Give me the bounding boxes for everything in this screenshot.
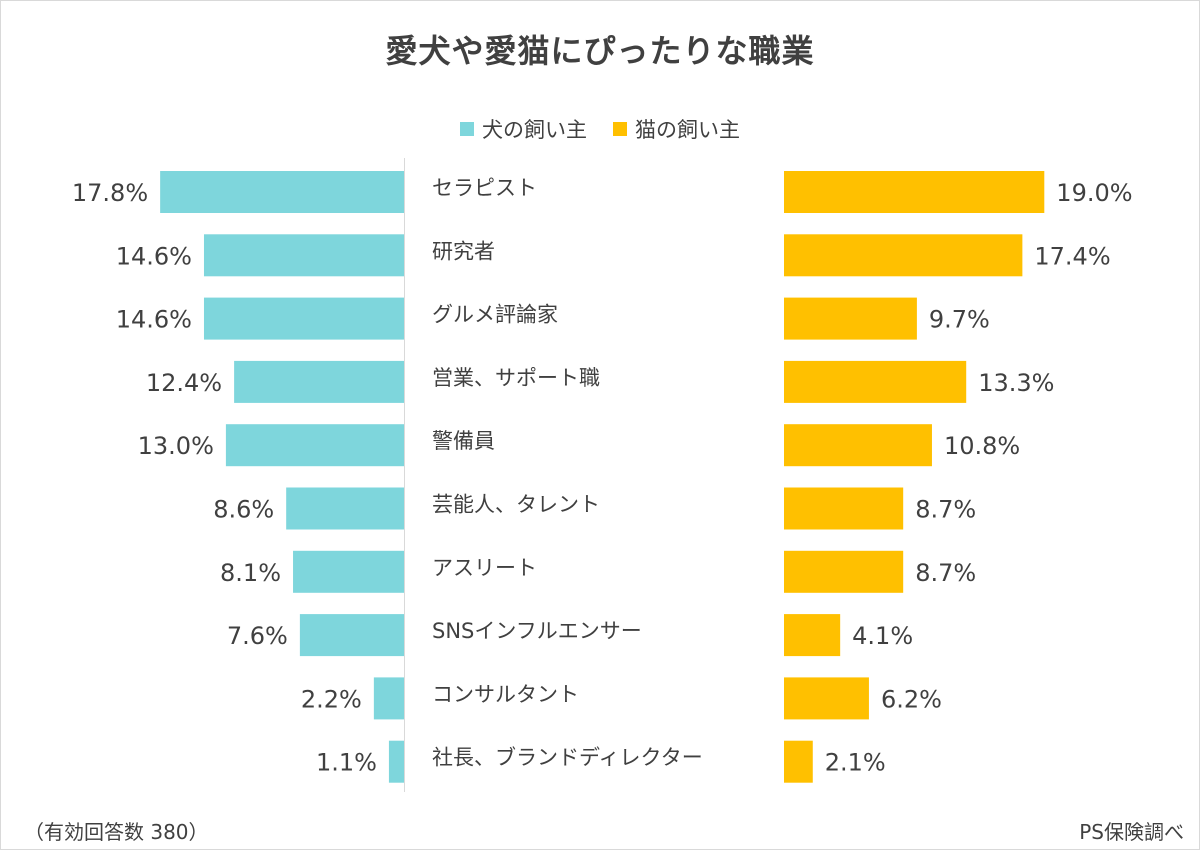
data-label-cat: 8.7% xyxy=(915,559,976,587)
category-label: 営業、サポート職 xyxy=(432,366,600,390)
data-label-cat: 19.0% xyxy=(1056,179,1132,207)
data-label-dog: 14.6% xyxy=(116,242,192,270)
bar-cat xyxy=(784,550,904,593)
legend: 犬の飼い主 猫の飼い主 xyxy=(0,114,1200,144)
legend-swatch-cat xyxy=(613,122,627,136)
legend-label-dog: 犬の飼い主 xyxy=(482,118,587,142)
data-label-dog: 12.4% xyxy=(146,369,222,397)
bar-dog xyxy=(203,297,404,340)
bar-dog xyxy=(225,424,404,467)
data-label-dog: 8.1% xyxy=(220,559,281,587)
bar-cat xyxy=(784,614,841,657)
legend-swatch-dog xyxy=(460,122,474,136)
legend-item-dog: 犬の飼い主 xyxy=(460,114,587,144)
bar-dog xyxy=(203,234,404,277)
bar-cat xyxy=(784,171,1045,213)
bar-dog xyxy=(373,677,404,720)
legend-item-cat: 猫の飼い主 xyxy=(613,114,740,144)
data-label-cat: 4.1% xyxy=(852,622,913,650)
data-label-dog: 1.1% xyxy=(316,749,377,777)
bar-cat xyxy=(784,297,917,340)
bar-dog xyxy=(293,550,404,593)
legend-label-cat: 猫の飼い主 xyxy=(635,118,740,142)
bar-dog xyxy=(388,740,404,783)
category-label: コンサルタント xyxy=(432,682,579,706)
bar-dog xyxy=(286,487,404,530)
bar-dog xyxy=(299,614,404,657)
category-label: アスリート xyxy=(432,556,537,580)
data-label-cat: 13.3% xyxy=(978,369,1054,397)
bar-cat xyxy=(784,234,1023,277)
data-label-cat: 6.2% xyxy=(881,685,942,713)
footnote-sample-size: （有効回答数 380） xyxy=(24,820,209,844)
category-label: 社長、ブランドディレクター xyxy=(432,746,703,770)
category-label: 警備員 xyxy=(432,429,495,453)
data-label-dog: 8.6% xyxy=(213,496,274,524)
category-label: 芸能人、タレント xyxy=(432,493,600,517)
data-label-cat: 8.7% xyxy=(915,496,976,524)
category-label: 研究者 xyxy=(432,239,495,263)
bar-cat xyxy=(784,487,904,530)
data-label-cat: 10.8% xyxy=(944,432,1020,460)
category-label: SNSインフルエンサー xyxy=(432,619,642,643)
data-label-dog: 13.0% xyxy=(138,432,214,460)
bar-dog xyxy=(234,360,404,403)
data-label-dog: 2.2% xyxy=(301,685,362,713)
data-label-dog: 17.8% xyxy=(72,179,148,207)
data-label-dog: 7.6% xyxy=(227,622,288,650)
bar-cat xyxy=(784,424,932,467)
bar-dog xyxy=(160,171,404,213)
data-label-cat: 2.1% xyxy=(825,749,886,777)
bar-cat xyxy=(784,360,967,403)
data-label-cat: 9.7% xyxy=(929,306,990,334)
bar-cat xyxy=(784,677,869,720)
data-label-dog: 14.6% xyxy=(116,306,192,334)
bar-cat xyxy=(784,740,813,783)
category-label: セラピスト xyxy=(432,176,537,200)
chart-title: 愛犬や愛猫にぴったりな職業 xyxy=(385,32,815,70)
source-credit: PS保険調べ xyxy=(1079,820,1184,844)
category-label: グルメ評論家 xyxy=(432,303,558,327)
data-label-cat: 17.4% xyxy=(1034,242,1110,270)
